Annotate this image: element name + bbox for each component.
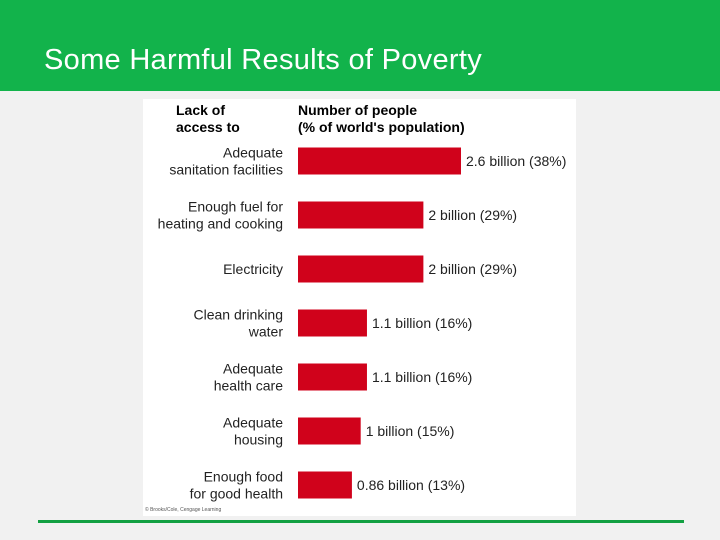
category-label: Clean drinking water (194, 307, 284, 340)
chart-panel: Lack of access to Number of people (% of wo… (143, 99, 576, 516)
slide-title: Some Harmful Results of Poverty (44, 44, 482, 76)
bar (298, 471, 352, 499)
data-label: 1.1 billion (16%) (372, 369, 472, 385)
bar (298, 201, 424, 229)
title-bar: Some Harmful Results of Poverty (0, 0, 720, 91)
data-label: 0.86 billion (13%) (357, 477, 465, 493)
data-label: 1 billion (15%) (366, 423, 455, 439)
credit-text: © Brooks/Cole, Cengage Learning (145, 506, 221, 513)
data-label: 1.1 billion (16%) (372, 315, 472, 331)
bar (298, 363, 367, 391)
category-label: Adequate sanitation facilities (169, 145, 283, 178)
category-label: Electricity (223, 261, 283, 277)
data-label: 2.6 billion (38%) (466, 153, 566, 169)
bar (298, 417, 361, 445)
value-header: Number of people (% of world's population… (298, 102, 465, 135)
category-label: Enough fuel for heating and cooking (158, 199, 284, 232)
category-header: Lack of access to (176, 102, 240, 135)
bar (298, 255, 424, 283)
data-label: 2 billion (29%) (428, 261, 517, 277)
bar-chart: Lack of access to Number of people (% of wo… (145, 102, 566, 513)
category-label: Adequate health care (214, 361, 283, 394)
bar (298, 309, 367, 337)
bottom-rule (38, 520, 684, 523)
data-label: 2 billion (29%) (428, 207, 517, 223)
bar (298, 147, 461, 175)
category-label: Enough food for good health (190, 469, 283, 502)
category-label: Adequate housing (223, 415, 283, 448)
